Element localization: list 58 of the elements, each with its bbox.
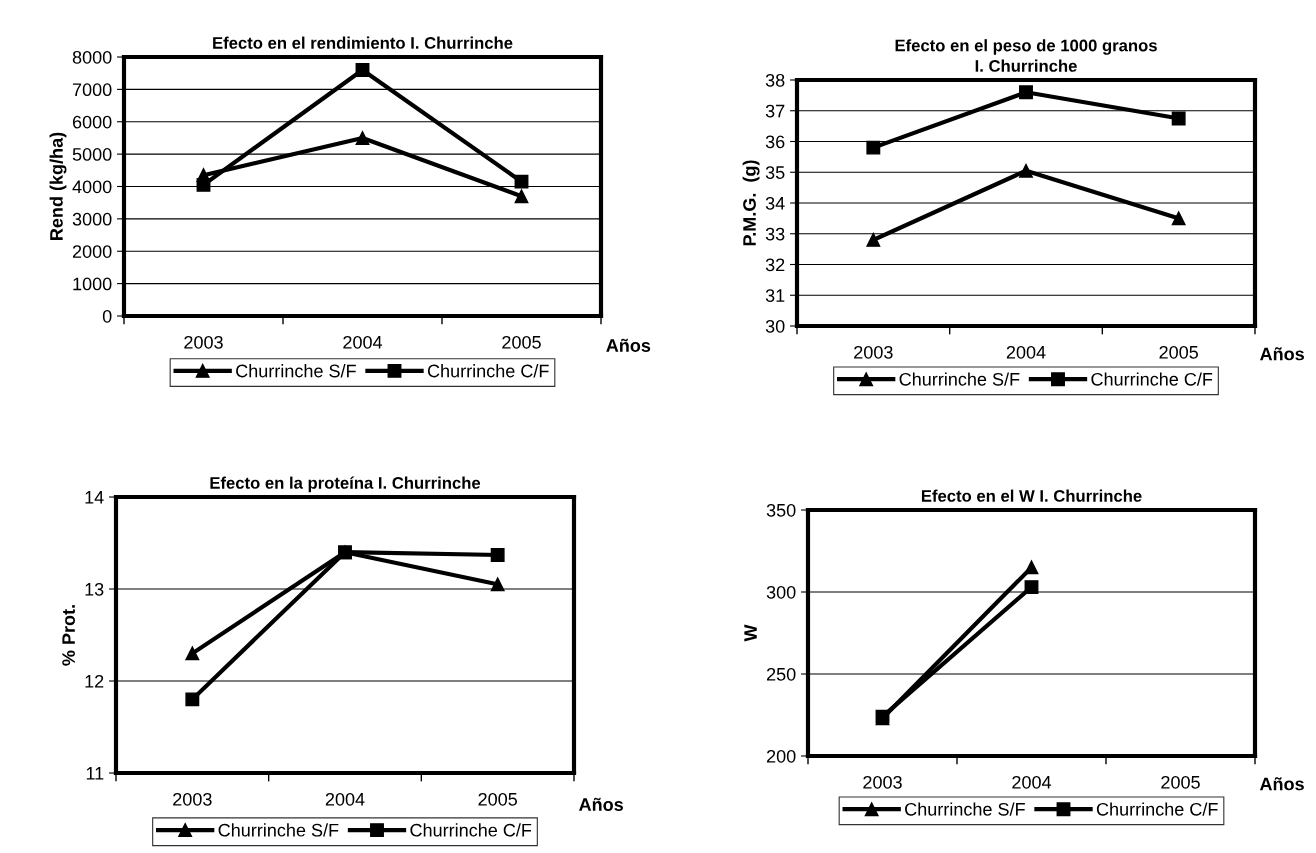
x-axis-title: Años (1260, 347, 1304, 361)
x-tick-label: 2004 (1006, 345, 1046, 359)
chart-title: Efecto en la proteína I. Churrinche (210, 476, 481, 493)
legend-label: Churrinche C/F (427, 364, 549, 378)
x-tick-label: 2005 (1159, 345, 1198, 359)
y-tick-label: 250 (766, 667, 796, 681)
y-tick-label: 33 (765, 227, 785, 241)
y-tick-label: 37 (765, 104, 785, 118)
y-tick-label: 4000 (72, 180, 112, 194)
legend-label: Churrinche C/F (1096, 802, 1218, 816)
y-tick-label: 6000 (72, 115, 112, 129)
y-tick-label: 8000 (72, 50, 112, 64)
y-tick-label: 32 (765, 258, 785, 272)
legend-label: Churrinche C/F (1091, 372, 1213, 386)
x-tick-label: 2003 (184, 335, 223, 349)
y-tick-label: 30 (765, 319, 785, 333)
x-tick-label: 2004 (343, 335, 383, 349)
y-tick-label: 14 (85, 491, 104, 504)
x-tick-label: 2004 (1012, 775, 1052, 789)
y-tick-label: 300 (766, 585, 796, 599)
legend-label: Churrinche S/F (905, 802, 1025, 816)
y-tick-label: 35 (765, 166, 785, 179)
chart-title: Efecto en el W I. Churrinche (921, 489, 1142, 502)
y-axis-title: Rend (kg/ha) (49, 132, 67, 240)
y-tick-label: 11 (86, 767, 104, 780)
chart-title: Efecto en el rendimiento I. Churrinche (213, 36, 513, 49)
y-tick-label: 36 (765, 135, 785, 149)
x-tick-label: 2004 (325, 792, 365, 806)
y-axis-title: P.M.G. (g) (742, 160, 760, 246)
y-tick-label: 13 (85, 582, 104, 596)
y-axis-title: % Prot. (62, 605, 75, 666)
y-tick-label: 12 (85, 674, 104, 688)
y-tick-label: 350 (766, 503, 796, 517)
x-tick-label: 2003 (173, 792, 212, 806)
y-tick-label: 3000 (72, 212, 112, 226)
y-tick-label: 34 (765, 196, 785, 210)
y-tick-label: 2000 (72, 245, 112, 258)
y-tick-label: 31 (765, 289, 785, 302)
x-tick-label: 2005 (478, 792, 517, 806)
x-tick-label: 2003 (854, 345, 893, 359)
y-tick-label: 200 (766, 749, 796, 763)
legend-label: Churrinche S/F (899, 372, 1020, 386)
chart-title: Efecto en el peso de 1000 granos I. Churrinche (895, 39, 1157, 72)
y-axis-title: W (744, 624, 757, 642)
x-axis-title: Años (579, 797, 623, 811)
x-axis-title: Años (1259, 777, 1304, 791)
legend-label: Churrinche C/F (410, 823, 532, 837)
y-tick-label: 1000 (73, 277, 112, 291)
legend-label: Churrinche S/F (236, 364, 356, 378)
x-tick-label: 2005 (1161, 775, 1200, 789)
y-tick-label: 7000 (72, 83, 112, 97)
y-tick-label: 0 (102, 309, 112, 323)
y-tick-label: 38 (765, 73, 785, 87)
x-tick-label: 2003 (863, 775, 902, 789)
legend-label: Churrinche S/F (218, 823, 339, 837)
x-axis-title: Años (606, 338, 651, 352)
y-tick-label: 5000 (72, 148, 112, 161)
x-tick-label: 2005 (502, 335, 541, 349)
